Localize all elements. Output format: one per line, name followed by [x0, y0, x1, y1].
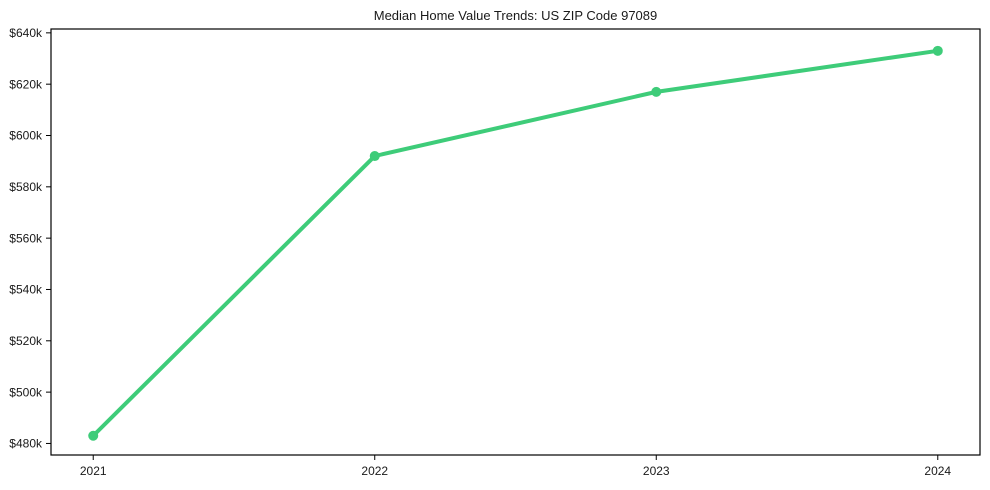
y-axis-tick-label: $620k [9, 77, 43, 91]
y-axis-tick-label: $500k [9, 385, 43, 399]
y-axis-tick-label: $540k [9, 283, 43, 297]
data-point-marker [88, 430, 99, 441]
data-point-marker [932, 45, 943, 56]
chart-title: Median Home Value Trends: US ZIP Code 97… [373, 8, 658, 23]
y-axis-tick-label: $560k [9, 231, 43, 245]
x-axis-tick-label: 2021 [80, 464, 107, 478]
data-point-marker [369, 151, 380, 162]
x-axis-tick-label: 2024 [924, 464, 951, 478]
y-axis-tick-label: $600k [9, 129, 43, 143]
y-axis-tick-label: $640k [9, 26, 43, 40]
trend-line [91, 48, 940, 438]
x-axis-tick-label: 2023 [643, 464, 670, 478]
y-axis-tick-label: $580k [9, 180, 43, 194]
plot-frame [50, 28, 981, 456]
y-axis-tick-label: $480k [9, 437, 43, 451]
data-point-marker [651, 86, 662, 97]
x-axis-tick-label: 2022 [361, 464, 388, 478]
y-axis-tick-label: $520k [9, 334, 43, 348]
